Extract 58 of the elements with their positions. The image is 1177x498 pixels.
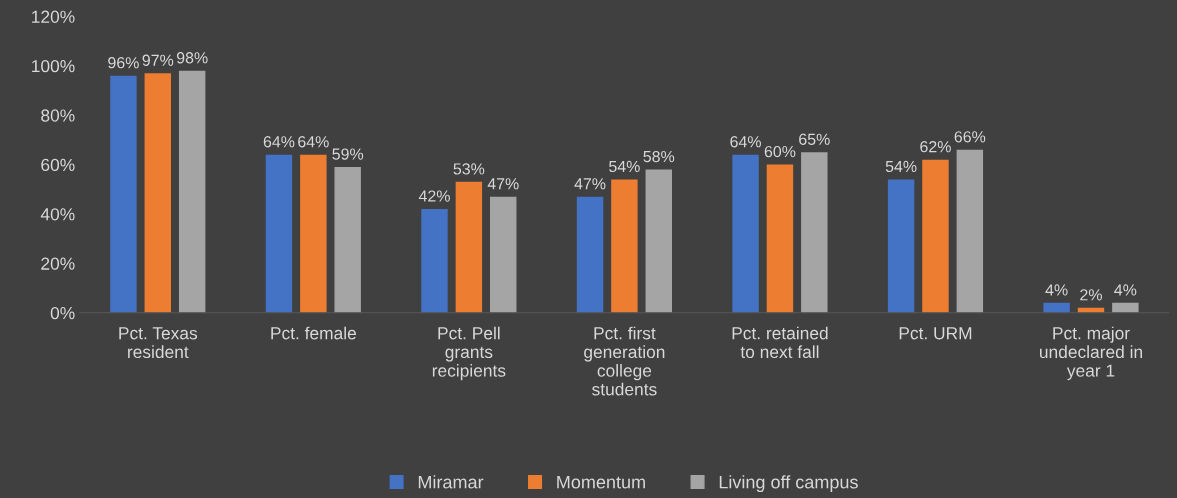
data-label: 66%	[954, 131, 986, 143]
bar	[300, 154, 327, 313]
data-label: 54%	[609, 160, 640, 173]
bar	[611, 179, 638, 313]
data-label: 47%	[487, 178, 519, 190]
data-label: 64%	[263, 136, 295, 148]
x-tick-label: Pct. major undeclared in year 1	[1040, 326, 1142, 381]
bar	[334, 167, 361, 313]
bar	[1112, 302, 1139, 313]
data-label: 59%	[332, 148, 364, 160]
bar	[766, 164, 794, 313]
x-tick-label: Pct. first generation college students	[584, 326, 665, 396]
data-label: 62%	[920, 141, 951, 153]
bar	[490, 196, 517, 313]
data-label: 42%	[418, 190, 450, 202]
data-label: 64%	[298, 136, 329, 148]
data-label: 54%	[885, 160, 917, 173]
data-label: 4%	[1114, 284, 1137, 296]
x-tick-label: Pct. URM	[899, 327, 972, 340]
data-label: 4%	[1045, 284, 1068, 296]
data-label: 2%	[1080, 289, 1102, 301]
bar	[144, 73, 172, 313]
y-tick-label: 20%	[41, 257, 75, 270]
bar	[178, 70, 206, 313]
y-tick-label: 60%	[41, 158, 75, 172]
data-label: 97%	[142, 54, 174, 66]
x-tick-label: Pct. female	[271, 326, 356, 340]
data-label: 60%	[764, 145, 796, 158]
legend-label: Momentum	[557, 475, 645, 489]
data-label: 47%	[574, 178, 606, 190]
data-label: 53%	[453, 163, 485, 175]
bar	[455, 181, 483, 313]
y-tick-label: 40%	[40, 208, 75, 221]
bar	[956, 149, 984, 313]
legend-label: Miramar	[418, 475, 484, 489]
y-tick-label: 80%	[41, 109, 75, 122]
bar	[645, 169, 672, 313]
bar	[887, 179, 915, 313]
bar	[801, 152, 828, 313]
data-label: 65%	[799, 133, 830, 145]
data-label: 96%	[108, 57, 139, 69]
x-tick-label: Pct. Pell grants recipients	[432, 326, 506, 381]
bar	[421, 209, 448, 313]
y-tick-label: 0%	[50, 306, 75, 320]
bar	[110, 75, 137, 313]
legend-label: Living off campus	[719, 475, 858, 493]
y-tick-label: 100%	[32, 59, 75, 73]
bar	[576, 196, 604, 313]
x-tick-label: Pct. retained to next fall	[732, 326, 828, 359]
data-label: 98%	[176, 52, 208, 64]
bar	[1043, 302, 1070, 313]
bar	[922, 159, 949, 313]
x-tick-label: Pct. Texas resident	[119, 327, 198, 359]
y-tick-label: 120%	[32, 10, 75, 23]
data-label: 64%	[730, 136, 761, 148]
bar	[265, 154, 293, 313]
bar	[732, 154, 759, 313]
data-label: 58%	[643, 150, 675, 163]
